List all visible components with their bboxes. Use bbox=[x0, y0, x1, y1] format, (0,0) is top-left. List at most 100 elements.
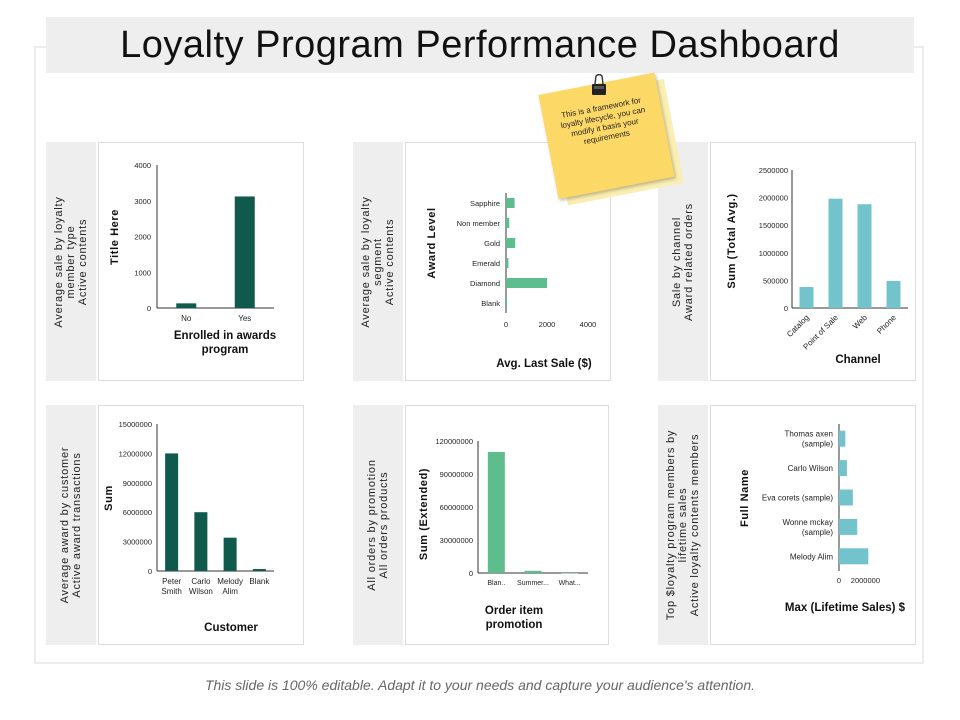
y-tick-label: 30000000 bbox=[440, 536, 473, 545]
bar bbox=[839, 460, 847, 477]
chart-orders-by-promotion: Sum (Extended) Order item promotion 0 300000… bbox=[418, 437, 588, 631]
x-tick-label: Phone bbox=[875, 313, 898, 336]
chart-sales-by-channel: Sum (Total Avg.) Channel 0 500000 1000000 150… bbox=[726, 166, 908, 366]
bar bbox=[234, 196, 255, 308]
y-tick-label: 0 bbox=[148, 567, 152, 576]
chart-award-level: Award Level Avg. Last Sale ($) 0 2000 4000 Sa… bbox=[426, 193, 597, 370]
chart-card-promotion: Sum (Extended) Order item promotion 0 300000… bbox=[405, 405, 609, 645]
x-tick-label: What... bbox=[559, 580, 581, 587]
y-axis-title: Sum (Total Avg.) bbox=[726, 193, 738, 288]
x-axis-title: Channel bbox=[835, 354, 880, 366]
bar bbox=[165, 453, 179, 571]
side-label-1: Average sale by loyalty member type Active… bbox=[53, 195, 89, 328]
y-tick-label: 12000000 bbox=[119, 449, 152, 458]
y-tick-label: Blank bbox=[481, 299, 500, 308]
chart-enrolled-awards: Title Here Enrolled in awards program 0 1000… bbox=[109, 161, 276, 356]
bar bbox=[828, 198, 843, 308]
bar bbox=[252, 569, 266, 571]
y-tick-label: 15000000 bbox=[119, 420, 152, 429]
y-tick-label: Diamond bbox=[470, 279, 500, 288]
y-tick-label: Emerald bbox=[472, 259, 500, 268]
y-tick-label: 3000000 bbox=[123, 538, 152, 547]
side-label-3: Sale by channel Award related orders bbox=[671, 202, 695, 321]
side-label-4: Average award by customer Active award tr… bbox=[59, 446, 83, 604]
x-tick-label: Web bbox=[851, 313, 869, 331]
side-label-2: Average sale by loyalty segment Active con… bbox=[360, 195, 396, 328]
x-tick-label: Blan.. bbox=[487, 580, 505, 587]
y-tick-label: Eva corets (sample) bbox=[762, 494, 833, 503]
x-tick-label: 4000 bbox=[580, 320, 597, 329]
x-axis-title: Avg. Last Sale ($) bbox=[496, 358, 592, 370]
y-tick-label: 0 bbox=[469, 569, 473, 578]
y-tick-label: 120000000 bbox=[435, 437, 473, 446]
y-tick-label: 3000 bbox=[134, 197, 151, 206]
x-tick-label: Yes bbox=[238, 314, 251, 323]
bar bbox=[506, 198, 515, 208]
bar bbox=[799, 287, 814, 308]
bar bbox=[506, 238, 516, 248]
side-panel-2: Average sale by loyalty segment Active con… bbox=[353, 142, 403, 381]
y-tick-label: Thomas axen (sample) bbox=[785, 430, 834, 449]
y-axis-title: Full Name bbox=[739, 469, 751, 527]
x-tick-label: 2000 bbox=[539, 320, 556, 329]
bar bbox=[506, 278, 547, 288]
bar bbox=[506, 298, 507, 308]
bar bbox=[561, 573, 579, 574]
y-tick-label: 4000 bbox=[134, 161, 151, 170]
y-tick-label: 1000 bbox=[134, 268, 151, 277]
y-axis-title: Award Level bbox=[426, 207, 438, 278]
sticky-note-text: This is a framework for loyalty lifecycl… bbox=[559, 95, 646, 147]
side-panel-4: Average award by customer Active award tr… bbox=[46, 405, 96, 645]
side-panel-5: All orders by promotion All orders produc… bbox=[353, 405, 403, 645]
page-title: Loyalty Program Performance Dashboard bbox=[120, 23, 840, 66]
x-tick-label: Catalog bbox=[785, 313, 811, 339]
x-tick-label: 2000000 bbox=[851, 576, 880, 585]
bar bbox=[176, 303, 197, 308]
chart-lifetime-sales: Full Name Max (Lifetime Sales) $ 0 2000000 T… bbox=[739, 424, 906, 614]
y-axis-title: Title Here bbox=[109, 209, 121, 265]
y-tick-label: 2500000 bbox=[759, 166, 788, 175]
y-tick-label: Sapphire bbox=[470, 199, 500, 208]
sticky-note: This is a framework for loyalty lifecycl… bbox=[538, 71, 684, 206]
bar bbox=[487, 452, 505, 573]
bar bbox=[839, 518, 858, 535]
bar bbox=[506, 218, 510, 228]
footer-note: This slide is 100% editable. Adapt it to… bbox=[204, 677, 756, 693]
x-tick-label: Summer... bbox=[517, 580, 549, 587]
bar bbox=[886, 280, 901, 308]
y-tick-label: 1000000 bbox=[759, 249, 788, 258]
y-tick-label: 90000000 bbox=[440, 470, 473, 479]
x-tick-label: No bbox=[181, 314, 192, 323]
bar bbox=[194, 512, 208, 571]
side-panel-6: Top $loyalty program members by lifetime … bbox=[658, 405, 708, 645]
chart-card-channel: Sum (Total Avg.) Channel 0 500000 1000000 150… bbox=[710, 142, 916, 381]
y-tick-label: 500000 bbox=[763, 276, 788, 285]
bar bbox=[857, 204, 872, 308]
y-tick-label: Wonne mckay (sample) bbox=[782, 518, 833, 537]
bar bbox=[223, 537, 237, 571]
bar bbox=[839, 489, 853, 506]
x-tick-label: Blank bbox=[249, 577, 270, 586]
binder-clip-icon bbox=[592, 74, 606, 95]
title-bar: Loyalty Program Performance Dashboard bbox=[46, 17, 914, 73]
y-tick-label: 1500000 bbox=[759, 221, 788, 230]
chart-card-customer: Sum Customer 0 3000000 6000000 9000000 1200000… bbox=[98, 405, 304, 645]
bar bbox=[524, 570, 542, 573]
bar bbox=[506, 258, 509, 268]
y-tick-label: 0 bbox=[784, 304, 788, 313]
x-tick-label: Peter Smith bbox=[161, 577, 181, 596]
x-tick-label: Melody Alim bbox=[217, 577, 243, 596]
y-tick-label: 0 bbox=[147, 304, 151, 313]
side-panel-1: Average sale by loyalty member type Active… bbox=[46, 142, 96, 381]
y-tick-label: Melody Alim bbox=[790, 552, 833, 561]
x-tick-label: Carlo Wilson bbox=[189, 577, 213, 596]
chart-card-lifetime-sales: Full Name Max (Lifetime Sales) $ 0 2000000 T… bbox=[710, 405, 916, 645]
chart-card-enrolled: Title Here Enrolled in awards program 0 1000… bbox=[98, 142, 304, 381]
side-label-6: Top $loyalty program members by lifetime … bbox=[665, 429, 701, 621]
side-label-5: All orders by promotion All orders produc… bbox=[366, 459, 390, 591]
bar bbox=[839, 430, 846, 447]
y-tick-label: 2000 bbox=[134, 233, 151, 242]
x-axis-title: Order item promotion bbox=[485, 605, 543, 631]
y-tick-label: 2000000 bbox=[759, 194, 788, 203]
y-tick-label: Gold bbox=[484, 239, 500, 248]
